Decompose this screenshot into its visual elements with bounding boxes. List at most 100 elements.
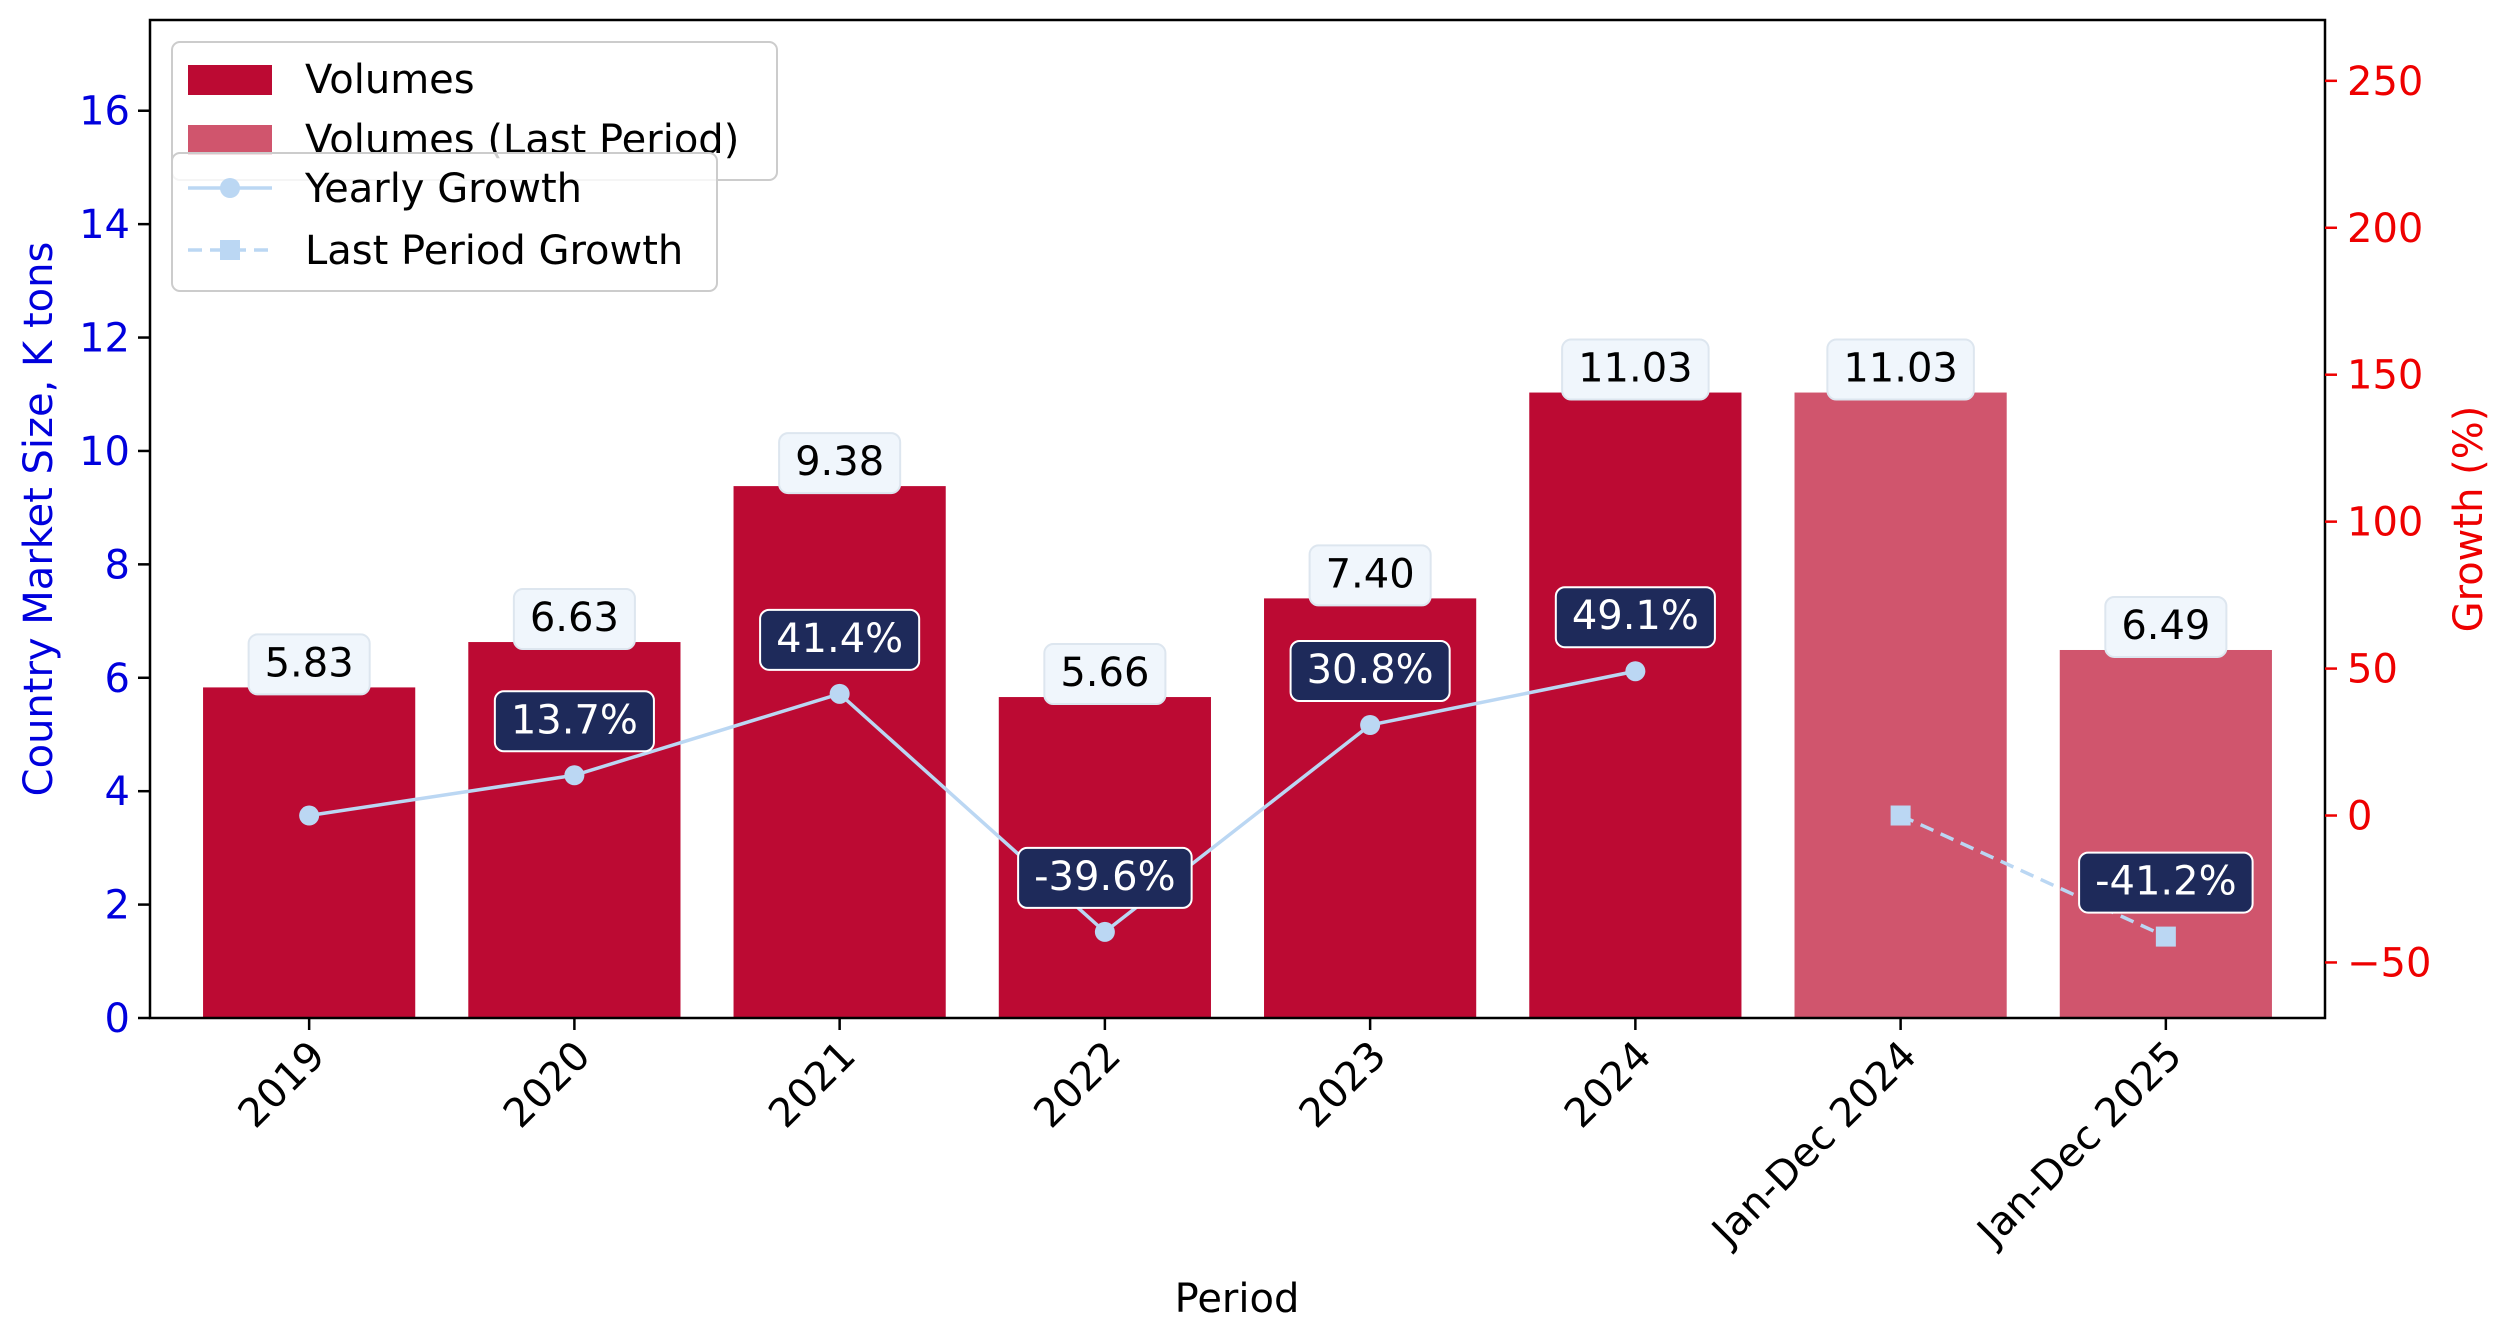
growth-label-2021: 41.4% — [776, 616, 903, 662]
growth-label-2022-group: -39.6% — [1017, 846, 1193, 909]
x-tick-label-jan-dec-2024: Jan-Dec 2024 — [1702, 1033, 1926, 1257]
bar-label-2023-box — [1308, 544, 1432, 607]
legend-swatch-volumes — [188, 65, 272, 95]
x-tick-label-2019: 2019 — [230, 1033, 335, 1138]
growth-label-2023-group: 30.8% — [1289, 640, 1451, 703]
line-yearly-growth — [308, 669, 1636, 935]
point-yearly-growth-2023 — [1360, 715, 1381, 736]
line-last-period-growth — [1899, 813, 2167, 939]
bar-label-2019-group: 5.83 — [247, 633, 371, 696]
point-yearly-growth-2020 — [564, 765, 585, 786]
legend-marker-yearly-growth — [220, 178, 240, 198]
right-y-tick-label: 150 — [2347, 353, 2423, 399]
bar-label-2024-group: 11.03 — [1561, 338, 1710, 401]
left-y-axis-title: Country Market Size, K tons — [16, 242, 62, 797]
left-y-tick-label: 10 — [79, 429, 130, 475]
growth-label-2022: -39.6% — [1034, 854, 1176, 900]
growth-label-jan-dec-2025: -41.2% — [2095, 859, 2237, 905]
bar-label-2022-box — [1043, 643, 1167, 706]
point-last-period-growth-jan-dec-2025 — [2155, 926, 2176, 947]
x-tick-label-2021: 2021 — [760, 1033, 865, 1138]
bar-label-2020-group: 6.63 — [512, 588, 636, 651]
plot-frame — [148, 18, 2327, 1020]
left-y-tick-label: 2 — [105, 883, 130, 929]
left-y-tick-label: 6 — [105, 656, 130, 702]
bar-label-jan-dec-2025-group: 6.49 — [2104, 595, 2228, 658]
bar-label-jan-dec-2024-box — [1826, 338, 1975, 401]
legend-frame — [171, 152, 718, 292]
right-y-tick-label: 250 — [2347, 59, 2423, 105]
bar-label-2023: 7.40 — [1326, 551, 1415, 597]
legend-label-volumes: Volumes — [305, 57, 475, 103]
left-y-axis: 0 2 4 6 8 10 12 14 16 — [79, 89, 150, 1042]
legend-growth: Yearly Growth Last Period Growth — [171, 152, 718, 292]
bar-label-jan-dec-2025-box — [2104, 595, 2228, 658]
legend-swatch-volumes-last-period — [188, 125, 272, 155]
bar-label-2019-box — [247, 633, 371, 696]
x-tick-label-2022: 2022 — [1025, 1033, 1130, 1138]
growth-labels-group: 13.7% 41.4% -39.6% 30.8% 49.1% -41.2% — [493, 586, 2254, 914]
bar-label-2023-group: 7.40 — [1308, 544, 1432, 607]
point-yearly-growth-2024 — [1625, 661, 1646, 682]
right-y-tick-label: 200 — [2347, 206, 2423, 252]
bar-label-jan-dec-2025: 6.49 — [2121, 603, 2210, 649]
bar-label-2024-box — [1561, 338, 1710, 401]
x-tick-label-jan-dec-2025: Jan-Dec 2025 — [1967, 1033, 2191, 1257]
right-y-axis: −50 0 50 100 150 200 250 — [2325, 59, 2431, 986]
point-yearly-growth-2019 — [299, 805, 320, 826]
bar-volumes-last-period-jan-dec-2025 — [2059, 649, 2272, 1018]
bar-label-2020: 6.63 — [530, 595, 619, 641]
growth-label-2024: 49.1% — [1572, 593, 1699, 639]
x-tick-label-2024: 2024 — [1556, 1033, 1661, 1138]
bar-labels-group: 5.83 6.63 9.38 5.66 7.40 11.03 11.03 6.49 — [247, 338, 2228, 706]
legend-label-yearly-growth: Yearly Growth — [304, 166, 582, 212]
growth-lines-group — [299, 661, 2176, 947]
left-y-tick-label: 16 — [79, 89, 130, 135]
legend-label-last-period-growth: Last Period Growth — [305, 228, 683, 274]
growth-label-2022-box — [1017, 846, 1193, 909]
point-yearly-growth-2021 — [829, 683, 850, 704]
bar-volumes-2019 — [203, 687, 416, 1018]
growth-label-2024-group: 49.1% — [1554, 586, 1716, 649]
bar-label-2021: 9.38 — [795, 439, 884, 485]
left-y-tick-label: 0 — [105, 996, 130, 1042]
bar-volumes-2021 — [733, 486, 946, 1019]
right-y-tick-label: 0 — [2347, 794, 2372, 840]
bar-label-2019: 5.83 — [265, 640, 354, 686]
left-y-tick-label: 12 — [79, 316, 130, 362]
growth-label-2021-box — [759, 608, 921, 671]
point-yearly-growth-2022 — [1094, 921, 1115, 942]
growth-label-2020-group: 13.7% — [493, 690, 655, 753]
bar-volumes-2024 — [1529, 392, 1742, 1019]
growth-label-2020-box — [493, 690, 655, 753]
x-tick-label-2023: 2023 — [1291, 1033, 1396, 1138]
growth-label-jan-dec-2025-group: -41.2% — [2078, 851, 2254, 914]
bar-label-2021-group: 9.38 — [778, 432, 902, 495]
growth-label-2020: 13.7% — [511, 697, 638, 743]
growth-label-2024-box — [1554, 586, 1716, 649]
bar-label-2024: 11.03 — [1578, 346, 1693, 392]
left-y-tick-label: 4 — [105, 769, 130, 815]
right-y-tick-label: 100 — [2347, 500, 2423, 546]
left-y-tick-label: 8 — [105, 542, 130, 588]
legend-marker-last-period-growth — [220, 240, 240, 260]
right-y-tick-label: 50 — [2347, 647, 2398, 693]
growth-label-jan-dec-2025-box — [2078, 851, 2254, 914]
bar-label-2021-box — [778, 432, 902, 495]
bar-label-2022-group: 5.66 — [1043, 643, 1167, 706]
right-y-axis-title: Growth (%) — [2446, 406, 2492, 633]
bar-label-2022: 5.66 — [1060, 650, 1149, 696]
x-axis: 2019 2020 2021 2022 2023 2024 Jan-Dec 2024 Jan-… — [230, 1018, 2191, 1257]
bar-volumes-last-period-jan-dec-2024 — [1794, 392, 2007, 1019]
point-last-period-growth-jan-dec-2024 — [1890, 805, 1911, 826]
left-y-tick-label: 14 — [79, 202, 130, 248]
growth-label-2021-group: 41.4% — [759, 608, 921, 671]
growth-label-2023: 30.8% — [1307, 647, 1434, 693]
x-tick-label-2020: 2020 — [495, 1033, 600, 1138]
bar-label-jan-dec-2024: 11.03 — [1843, 346, 1958, 392]
right-y-tick-label: −50 — [2347, 940, 2431, 986]
x-axis-title: Period — [1175, 1276, 1300, 1322]
bar-label-2020-box — [512, 588, 636, 651]
growth-label-2023-box — [1289, 640, 1451, 703]
